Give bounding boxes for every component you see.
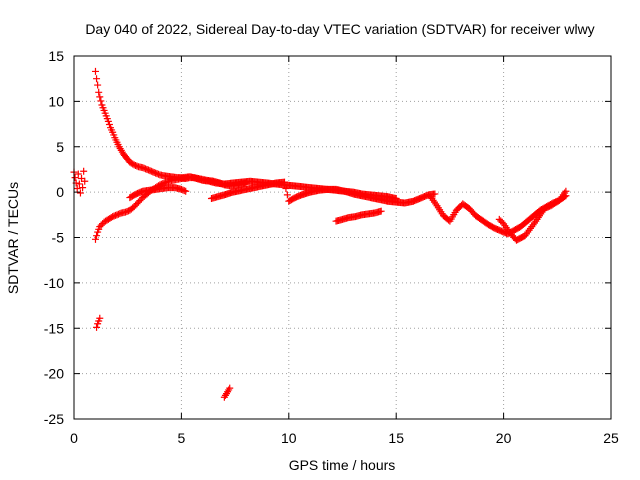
data-point	[377, 207, 385, 215]
x-tick-label: 0	[70, 430, 78, 446]
y-tick-label: -15	[44, 320, 64, 336]
y-axis-title: SDTVAR / TECUs	[5, 182, 21, 294]
data-point	[71, 174, 79, 182]
data-point	[182, 187, 190, 195]
data-point	[93, 232, 101, 240]
data-point	[74, 170, 82, 178]
x-tick-label: 15	[388, 430, 404, 446]
x-tick-label: 25	[603, 430, 619, 446]
data-point	[76, 189, 84, 197]
axis-ticks	[73, 55, 612, 420]
data-point	[81, 177, 89, 185]
series-short-lower-segment	[332, 207, 385, 225]
y-tick-label: -10	[44, 275, 64, 291]
grid	[74, 56, 611, 419]
data-point	[96, 314, 104, 322]
data-point	[283, 191, 291, 199]
data-point	[79, 184, 87, 192]
data-point	[93, 323, 101, 331]
series-late-spikes	[495, 187, 570, 244]
data-point	[97, 97, 105, 105]
data-point	[94, 81, 102, 89]
data-point	[431, 190, 439, 198]
y-tick-label: -20	[44, 366, 64, 382]
x-tick-label: 10	[281, 430, 297, 446]
x-axis-title: GPS time / hours	[289, 457, 396, 473]
series-lower-mid-band	[126, 184, 190, 202]
data-point	[226, 384, 234, 392]
y-tick-label: 5	[56, 139, 64, 155]
data-point	[242, 179, 250, 187]
data-point	[104, 117, 112, 125]
data-point	[91, 67, 99, 75]
series-late-oscillation	[427, 192, 570, 238]
data-point	[281, 178, 289, 186]
data-point	[96, 93, 104, 101]
data-point	[80, 167, 88, 175]
y-tick-label: 10	[48, 93, 64, 109]
data-point	[105, 121, 113, 129]
x-tick-labels: 0 5 10 15 20 25	[70, 430, 619, 446]
data-point	[180, 187, 188, 195]
y-tick-labels: 15 10 5 0 -5 -10 -15 -20 -25	[44, 48, 64, 427]
series-rising-arc	[91, 174, 250, 243]
data-points	[70, 67, 570, 401]
x-tick-label: 5	[178, 430, 186, 446]
series-outlier-near-7h	[220, 384, 234, 401]
y-tick-label: 0	[56, 184, 64, 200]
y-tick-label: -25	[44, 411, 64, 427]
y-tick-label: -5	[52, 230, 65, 246]
data-point	[73, 184, 81, 192]
data-point	[562, 187, 570, 195]
data-point	[75, 180, 83, 188]
x-tick-label: 20	[496, 430, 512, 446]
series-mid-band	[207, 178, 439, 207]
series-outlier-near-1h	[93, 314, 104, 331]
chart-title: Day 040 of 2022, Sidereal Day-to-day VTE…	[85, 21, 594, 37]
data-point	[95, 88, 103, 96]
data-point	[91, 235, 99, 243]
y-tick-label: 15	[48, 48, 64, 64]
data-point	[282, 184, 290, 192]
data-point	[93, 75, 101, 83]
